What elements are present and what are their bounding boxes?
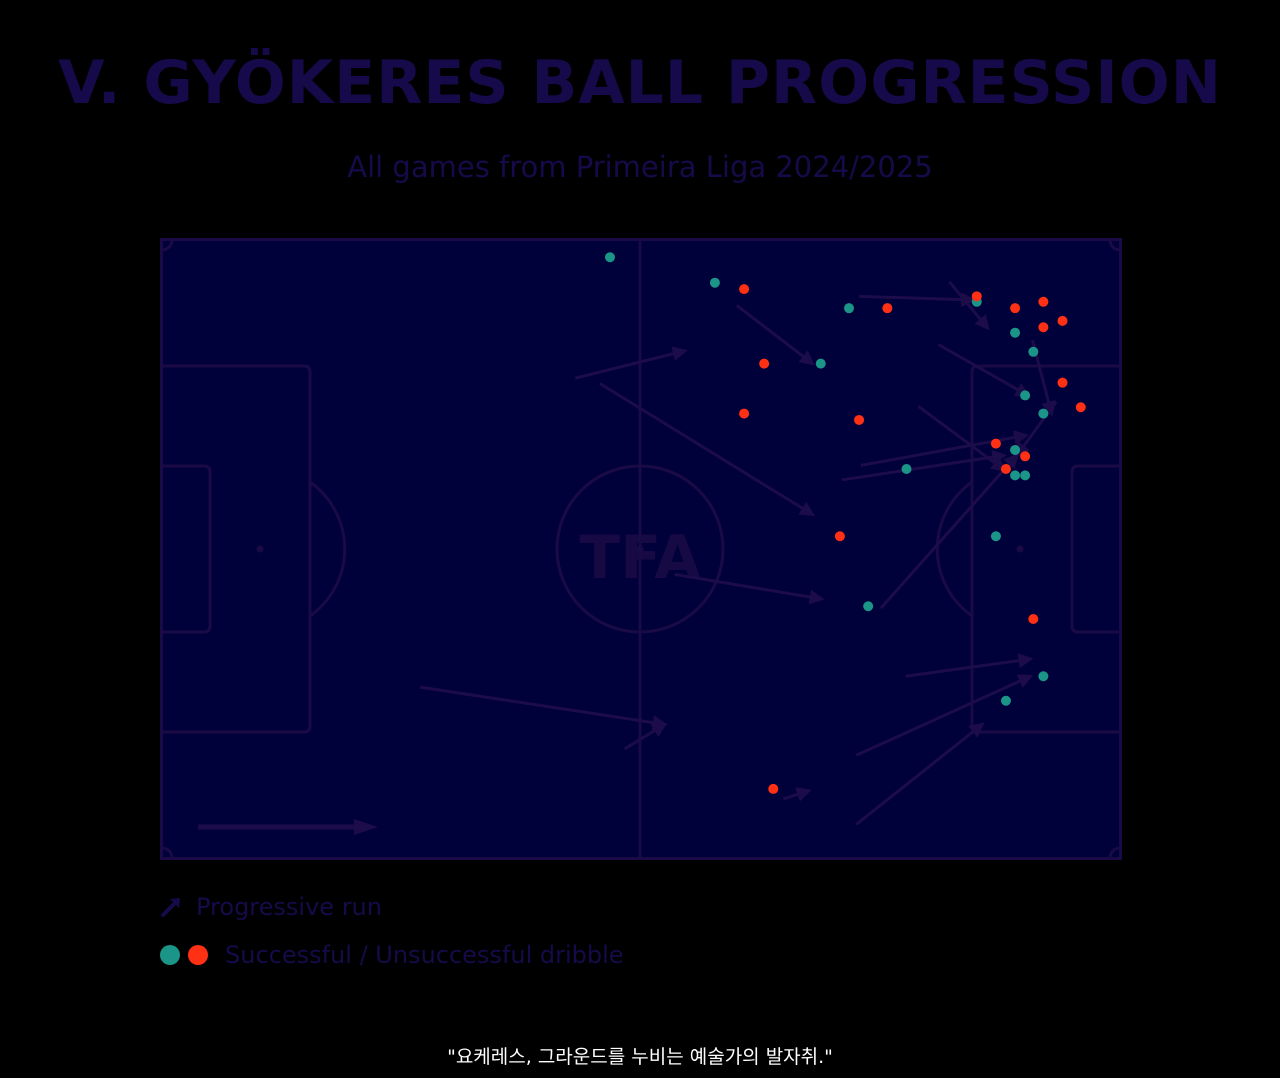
right-goal-box xyxy=(1070,464,1120,634)
unsuccessful-dribble-12 xyxy=(1075,402,1086,413)
unsuccessful-dribble-swatch xyxy=(188,945,208,965)
right-penalty-arc xyxy=(935,480,973,618)
progressive-run-14 xyxy=(841,449,1008,482)
progressive-run-19 xyxy=(855,722,985,826)
corner-arc-top-left xyxy=(161,239,174,252)
unsuccessful-dribble-6 xyxy=(1057,315,1068,326)
pitch-watermark: TFA xyxy=(579,523,701,593)
unsuccessful-dribble-4 xyxy=(1010,303,1021,314)
progressive-run-17 xyxy=(905,653,1034,678)
pitch-chart: TFA xyxy=(160,238,1122,860)
left-penalty-spot xyxy=(256,545,264,553)
unsuccessful-dribble-16 xyxy=(834,531,845,542)
chart-title: V. GYÖKERES BALL PROGRESSION xyxy=(58,48,1222,118)
unsuccessful-dribble-1 xyxy=(739,284,750,295)
unsuccessful-dribble-11 xyxy=(1057,377,1068,388)
unsuccessful-dribble-15 xyxy=(1000,464,1011,475)
progressive-run-6 xyxy=(782,787,812,802)
arrow-up-right-icon xyxy=(161,898,180,917)
unsuccessful-dribble-7 xyxy=(1038,322,1049,333)
unsuccessful-dribble-18 xyxy=(768,783,779,794)
successful-dribble-2 xyxy=(709,277,720,288)
left-penalty-arc xyxy=(309,480,347,618)
unsuccessful-dribble-2 xyxy=(882,303,893,314)
successful-dribble-12 xyxy=(1020,470,1031,481)
progressive-run-1 xyxy=(574,346,688,380)
unsuccessful-dribble-9 xyxy=(739,408,750,419)
progressive-run-3 xyxy=(674,572,825,605)
progressive-run-12 xyxy=(917,405,1007,472)
attack-direction-arrow xyxy=(198,819,378,835)
successful-dribble-3 xyxy=(844,303,855,314)
corner-arc-top-right xyxy=(1108,239,1121,252)
successful-dribble-11 xyxy=(1010,470,1021,481)
progressive-run-5 xyxy=(623,722,668,751)
successful-dribble-13 xyxy=(901,464,912,475)
progressive-run-15 xyxy=(1015,400,1058,458)
caption: "요케레스, 그라운드를 누비는 예술가의 발자취." xyxy=(447,1046,833,1068)
progressive-run-2 xyxy=(599,382,816,517)
progressive-run-18 xyxy=(855,674,1034,757)
successful-dribble-swatch xyxy=(160,945,180,965)
legend-run-label: Progressive run xyxy=(196,893,382,921)
corner-arc-bottom-right xyxy=(1108,846,1121,859)
right-penalty-spot xyxy=(1016,545,1024,553)
successful-dribble-7 xyxy=(1028,346,1039,357)
successful-dribble-8 xyxy=(1020,390,1031,401)
unsuccessful-dribble-17 xyxy=(1028,613,1039,624)
progressive-run-16 xyxy=(879,453,1019,610)
legend-dribble-label: Successful / Unsuccessful dribble xyxy=(225,941,624,969)
successful-dribble-15 xyxy=(863,601,874,612)
chart-subtitle: All games from Primeira Liga 2024/2025 xyxy=(347,150,933,184)
unsuccessful-dribble-5 xyxy=(1038,296,1049,307)
successful-dribble-16 xyxy=(1038,671,1049,682)
unsuccessful-dribble-14 xyxy=(1020,451,1031,462)
legend-dribble: Successful / Unsuccessful dribble xyxy=(160,941,624,969)
progressive-run-8 xyxy=(735,304,815,366)
unsuccessful-dribble-13 xyxy=(990,438,1001,449)
unsuccessful-dribble-3 xyxy=(971,291,982,302)
legend-progressive-run: Progressive run xyxy=(160,893,382,921)
center-circle xyxy=(555,464,725,634)
successful-dribble-4 xyxy=(815,358,826,369)
successful-dribble-14 xyxy=(990,531,1001,542)
progressive-run-7 xyxy=(859,292,977,308)
progressive-run-4 xyxy=(419,685,668,731)
center-spot xyxy=(636,545,644,553)
successful-dribble-1 xyxy=(604,252,615,263)
left-penalty-box xyxy=(162,364,312,734)
successful-dribble-6 xyxy=(1010,327,1021,338)
unsuccessful-dribble-10 xyxy=(854,414,865,425)
successful-dribble-17 xyxy=(1000,695,1011,706)
corner-arc-bottom-left xyxy=(161,846,174,859)
left-goal-box xyxy=(162,464,212,634)
unsuccessful-dribble-8 xyxy=(759,358,770,369)
progressive-run-9 xyxy=(948,280,990,331)
dribbles-layer xyxy=(604,252,1086,794)
progressive-run-10 xyxy=(937,343,1031,397)
successful-dribble-9 xyxy=(1038,408,1049,419)
successful-dribble-10 xyxy=(1010,444,1021,455)
